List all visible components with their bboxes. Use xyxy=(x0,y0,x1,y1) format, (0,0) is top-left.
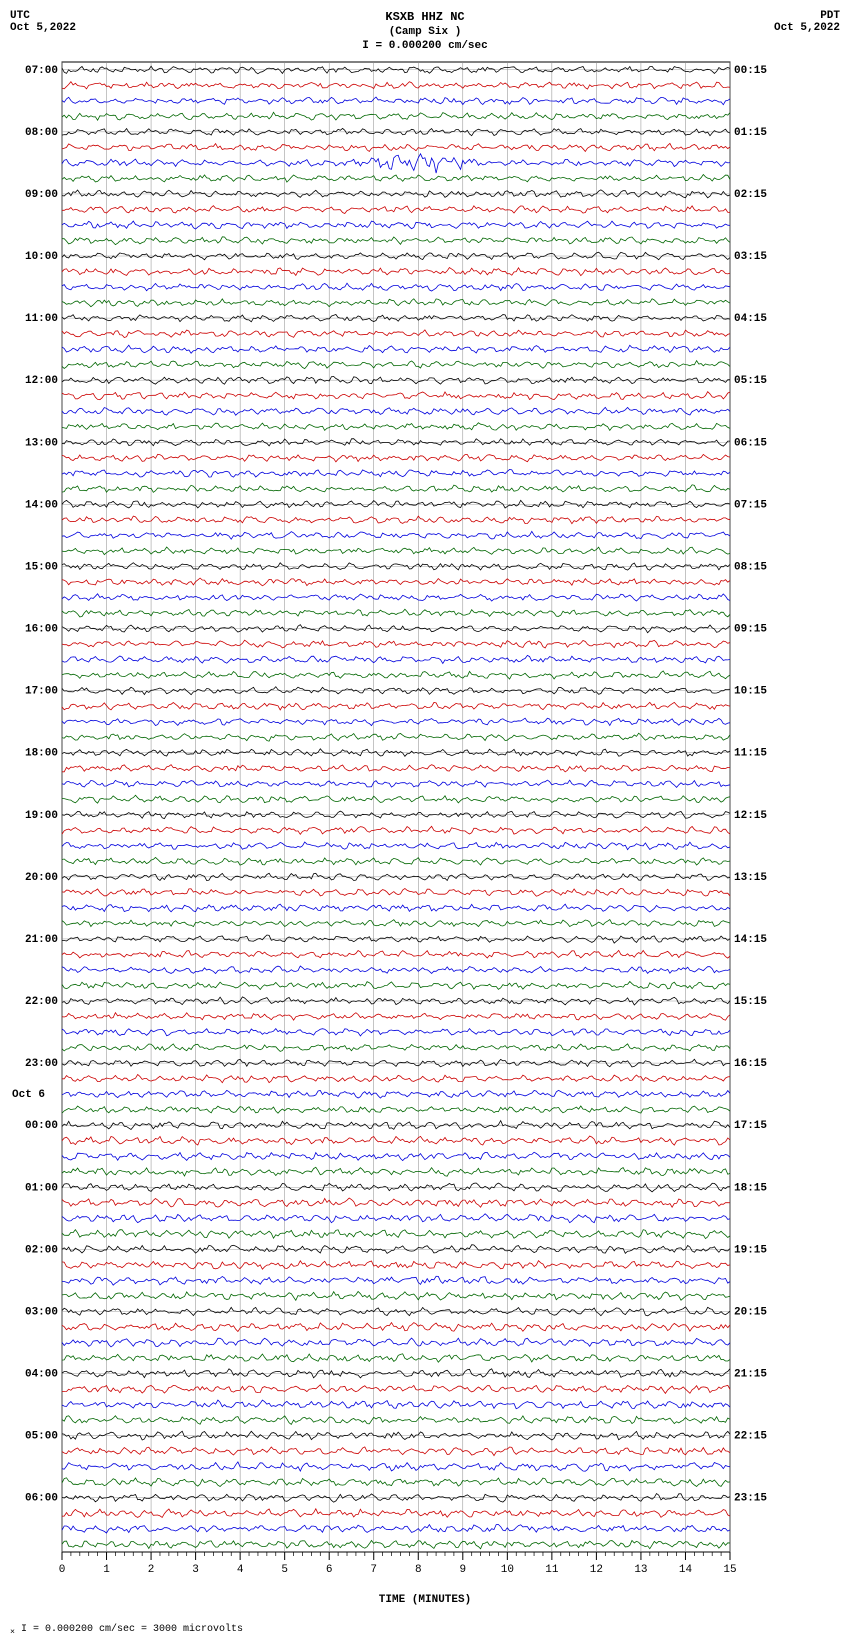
svg-text:07:00: 07:00 xyxy=(25,64,58,76)
scale-note: I = 0.000200 cm/sec xyxy=(362,40,487,52)
svg-text:06:15: 06:15 xyxy=(734,437,767,449)
svg-text:4: 4 xyxy=(237,1564,244,1576)
svg-text:18:15: 18:15 xyxy=(734,1182,767,1194)
svg-text:17:15: 17:15 xyxy=(734,1120,767,1132)
top-label-row: UTC Oct 5,2022 KSXB HHZ NC (Camp Six ) I… xyxy=(10,10,840,52)
svg-text:01:00: 01:00 xyxy=(25,1182,58,1194)
svg-text:17:00: 17:00 xyxy=(25,685,58,697)
svg-text:8: 8 xyxy=(415,1564,422,1576)
svg-text:04:15: 04:15 xyxy=(734,313,767,325)
svg-text:09:00: 09:00 xyxy=(25,189,58,201)
svg-text:02:00: 02:00 xyxy=(25,1244,58,1256)
svg-text:00:15: 00:15 xyxy=(734,64,767,76)
svg-text:03:00: 03:00 xyxy=(25,1306,58,1318)
svg-text:09:15: 09:15 xyxy=(734,623,767,635)
svg-text:12:15: 12:15 xyxy=(734,809,767,821)
svg-text:00:00: 00:00 xyxy=(25,1120,58,1132)
tz-right-date: Oct 5,2022 xyxy=(740,22,840,34)
svg-text:15:15: 15:15 xyxy=(734,996,767,1008)
svg-text:21:00: 21:00 xyxy=(25,934,58,946)
svg-text:10:15: 10:15 xyxy=(734,685,767,697)
svg-text:12:00: 12:00 xyxy=(25,375,58,387)
svg-text:04:00: 04:00 xyxy=(25,1368,58,1380)
footer-text: I = 0.000200 cm/sec = 3000 microvolts xyxy=(21,1624,243,1635)
svg-text:05:00: 05:00 xyxy=(25,1430,58,1442)
svg-text:15: 15 xyxy=(723,1564,736,1576)
svg-text:10:00: 10:00 xyxy=(25,251,58,263)
svg-text:13: 13 xyxy=(634,1564,647,1576)
svg-text:23:00: 23:00 xyxy=(25,1058,58,1070)
tz-left-name: UTC xyxy=(10,10,110,22)
seismogram-svg: 07:00 08:00 09:00 10:00 11:00 12:00 13:00 14:00… xyxy=(10,58,780,1588)
station-location: (Camp Six ) xyxy=(362,26,487,38)
svg-text:15:00: 15:00 xyxy=(25,561,58,573)
svg-text:08:00: 08:00 xyxy=(25,126,58,138)
scale-glyph: I xyxy=(362,40,369,52)
svg-text:18:00: 18:00 xyxy=(25,747,58,759)
svg-text:22:15: 22:15 xyxy=(734,1430,767,1442)
svg-text:16:00: 16:00 xyxy=(25,623,58,635)
svg-text:10: 10 xyxy=(501,1564,514,1576)
svg-text:06:00: 06:00 xyxy=(25,1492,58,1504)
svg-text:11:15: 11:15 xyxy=(734,747,767,759)
svg-text:03:15: 03:15 xyxy=(734,251,767,263)
header-block: KSXB HHZ NC (Camp Six ) I = 0.000200 cm/… xyxy=(362,10,487,52)
xaxis-label: TIME (MINUTES) xyxy=(10,1594,840,1606)
svg-text:14:15: 14:15 xyxy=(734,934,767,946)
plot-area: 07:00 08:00 09:00 10:00 11:00 12:00 13:00 14:00… xyxy=(10,58,840,1592)
station-code: KSXB HHZ NC xyxy=(362,10,487,26)
svg-text:02:15: 02:15 xyxy=(734,189,767,201)
tz-left-date: Oct 5,2022 xyxy=(10,22,110,34)
svg-text:08:15: 08:15 xyxy=(734,561,767,573)
seismogram-container: UTC Oct 5,2022 KSXB HHZ NC (Camp Six ) I… xyxy=(10,10,840,1637)
svg-text:20:15: 20:15 xyxy=(734,1306,767,1318)
svg-text:19:00: 19:00 xyxy=(25,809,58,821)
svg-text:22:00: 22:00 xyxy=(25,996,58,1008)
tz-right-name: PDT xyxy=(740,10,840,22)
svg-text:20:00: 20:00 xyxy=(25,871,58,883)
svg-text:2: 2 xyxy=(148,1564,155,1576)
svg-text:16:15: 16:15 xyxy=(734,1058,767,1070)
svg-text:7: 7 xyxy=(370,1564,377,1576)
scale-text: = 0.000200 cm/sec xyxy=(376,40,488,52)
svg-text:11:00: 11:00 xyxy=(25,313,58,325)
footer-note: × I = 0.000200 cm/sec = 3000 microvolts xyxy=(10,1624,840,1637)
svg-text:5: 5 xyxy=(281,1564,288,1576)
svg-text:23:15: 23:15 xyxy=(734,1492,767,1504)
svg-text:07:15: 07:15 xyxy=(734,499,767,511)
tz-left: UTC Oct 5,2022 xyxy=(10,10,110,52)
svg-text:13:15: 13:15 xyxy=(734,871,767,883)
svg-text:12: 12 xyxy=(590,1564,603,1576)
svg-text:0: 0 xyxy=(59,1564,66,1576)
svg-text:14:00: 14:00 xyxy=(25,499,58,511)
svg-text:1: 1 xyxy=(103,1564,110,1576)
svg-text:01:15: 01:15 xyxy=(734,126,767,138)
svg-text:6: 6 xyxy=(326,1564,333,1576)
svg-text:11: 11 xyxy=(545,1564,559,1576)
svg-text:19:15: 19:15 xyxy=(734,1244,767,1256)
tz-right: PDT Oct 5,2022 xyxy=(740,10,840,52)
svg-text:13:00: 13:00 xyxy=(25,437,58,449)
svg-text:21:15: 21:15 xyxy=(734,1368,767,1380)
svg-text:05:15: 05:15 xyxy=(734,375,767,387)
svg-text:Oct 6: Oct 6 xyxy=(12,1089,45,1101)
svg-text:14: 14 xyxy=(679,1564,693,1576)
svg-text:3: 3 xyxy=(192,1564,199,1576)
svg-text:9: 9 xyxy=(459,1564,466,1576)
